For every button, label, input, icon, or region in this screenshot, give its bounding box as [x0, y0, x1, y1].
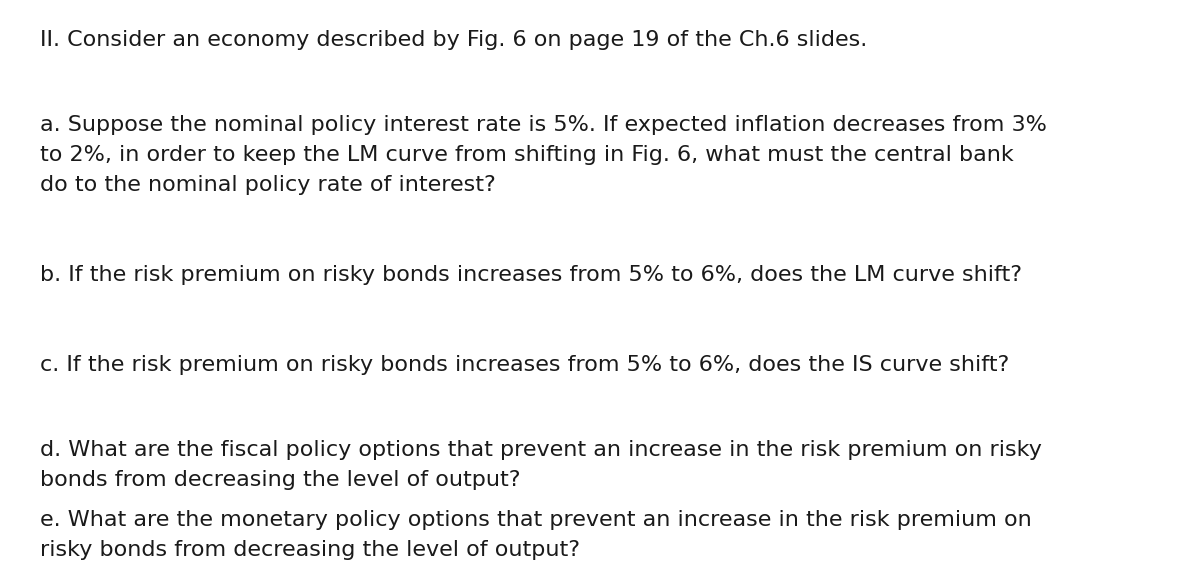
Text: b. If the risk premium on risky bonds increases from 5% to 6%, does the LM curve: b. If the risk premium on risky bonds in… — [40, 265, 1022, 285]
Text: c. If the risk premium on risky bonds increases from 5% to 6%, does the IS curve: c. If the risk premium on risky bonds in… — [40, 355, 1009, 375]
Text: do to the nominal policy rate of interest?: do to the nominal policy rate of interes… — [40, 175, 496, 195]
Text: risky bonds from decreasing the level of output?: risky bonds from decreasing the level of… — [40, 540, 580, 560]
Text: e. What are the monetary policy options that prevent an increase in the risk pre: e. What are the monetary policy options … — [40, 510, 1032, 530]
Text: II. Consider an economy described by Fig. 6 on page 19 of the Ch.6 slides.: II. Consider an economy described by Fig… — [40, 30, 868, 50]
Text: to 2%, in order to keep the LM curve from shifting in Fig. 6, what must the cent: to 2%, in order to keep the LM curve fro… — [40, 145, 1014, 165]
Text: a. Suppose the nominal policy interest rate is 5%. If expected inflation decreas: a. Suppose the nominal policy interest r… — [40, 115, 1046, 135]
Text: bonds from decreasing the level of output?: bonds from decreasing the level of outpu… — [40, 470, 521, 490]
Text: d. What are the fiscal policy options that prevent an increase in the risk premi: d. What are the fiscal policy options th… — [40, 440, 1042, 460]
